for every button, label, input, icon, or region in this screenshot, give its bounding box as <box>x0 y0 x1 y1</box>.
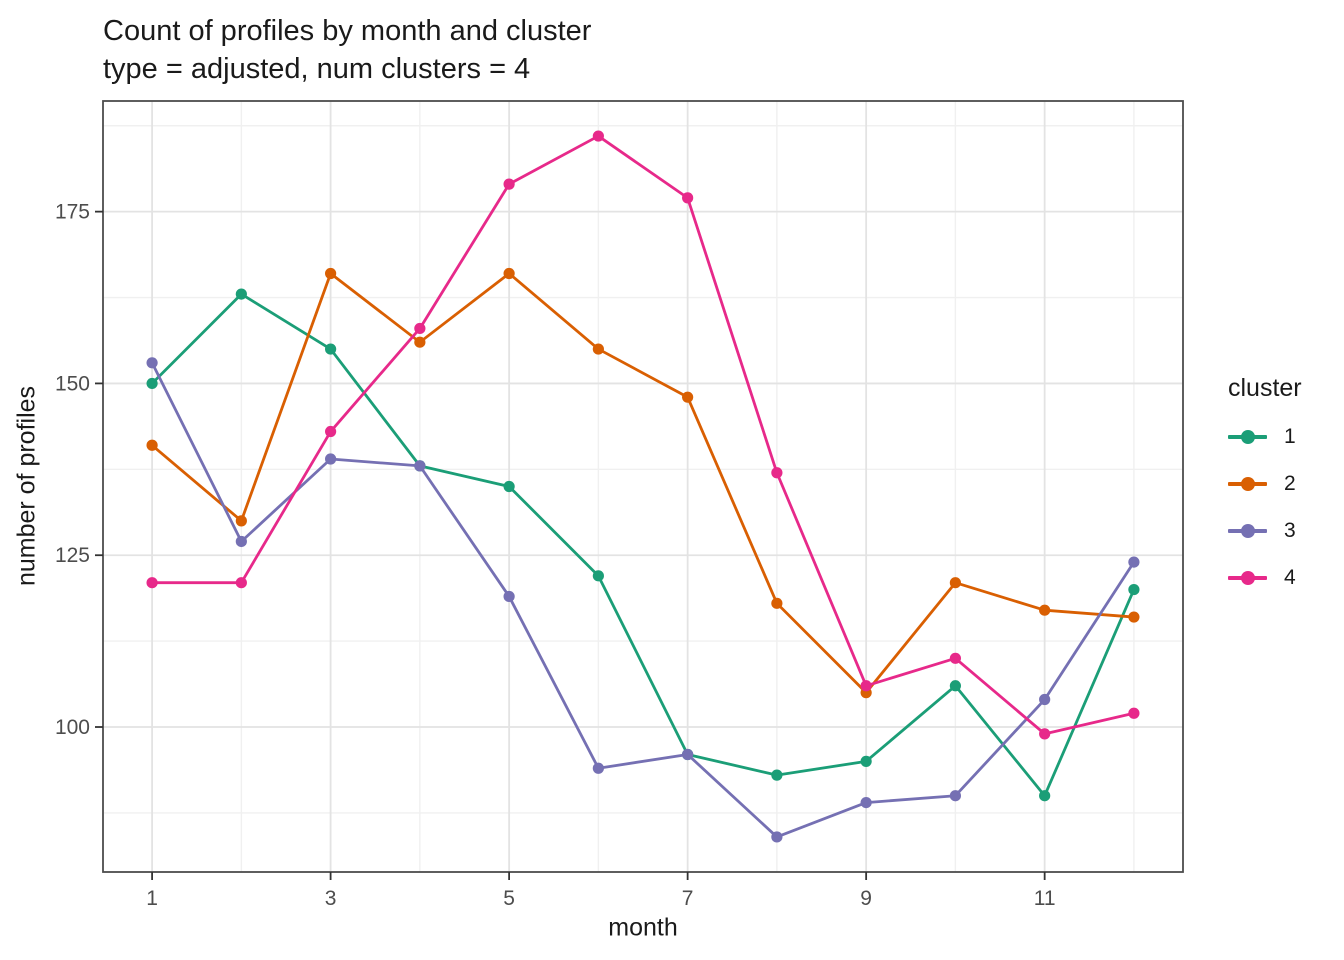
data-point-cluster-3 <box>414 460 426 472</box>
data-point-cluster-4 <box>414 322 426 335</box>
legend-key-dot-icon <box>1240 570 1255 585</box>
chart-title: Count of profiles by month and cluster <box>103 15 592 47</box>
data-point-cluster-3 <box>860 796 872 809</box>
legend-key-icon <box>1228 476 1267 491</box>
y-axis-title: number of profiles <box>12 385 41 587</box>
legend-key-dot-icon <box>1240 429 1255 444</box>
data-point-cluster-3 <box>682 748 694 761</box>
legend-item-cluster-3: 3 <box>1228 507 1302 554</box>
legend-item-label: 1 <box>1284 424 1296 448</box>
data-point-cluster-1 <box>235 288 247 300</box>
data-point-cluster-2 <box>771 597 783 609</box>
x-tick-label: 5 <box>503 887 515 910</box>
data-point-cluster-3 <box>325 453 337 465</box>
legend-item-cluster-1: 1 <box>1228 413 1302 460</box>
data-point-cluster-2 <box>1128 611 1140 623</box>
data-point-cluster-2 <box>325 267 337 280</box>
data-point-cluster-1 <box>860 755 872 767</box>
data-point-cluster-4 <box>503 178 515 190</box>
data-point-cluster-2 <box>414 336 426 348</box>
data-point-cluster-3 <box>503 590 515 603</box>
x-tick-label: 1 <box>146 887 158 910</box>
legend-key-icon <box>1228 570 1267 585</box>
data-point-cluster-1 <box>1039 790 1051 802</box>
data-point-cluster-3 <box>146 357 158 369</box>
series-line-cluster-1 <box>150 292 1136 798</box>
data-point-cluster-1 <box>503 480 515 493</box>
legend-title: cluster <box>1228 374 1302 402</box>
data-point-cluster-3 <box>592 762 604 774</box>
data-point-cluster-3 <box>949 790 961 802</box>
data-point-cluster-2 <box>682 391 694 403</box>
data-point-cluster-4 <box>949 652 961 664</box>
data-point-cluster-1 <box>325 343 337 355</box>
series-line-cluster-4 <box>150 134 1136 736</box>
x-axis-title: month <box>608 913 678 942</box>
legend-items: 1 2 3 4 <box>1228 413 1302 601</box>
x-tick-label: 9 <box>860 887 872 910</box>
chart-subtitle: type = adjusted, num clusters = 4 <box>103 53 531 85</box>
data-point-cluster-1 <box>949 680 961 692</box>
data-point-cluster-4 <box>592 130 604 142</box>
data-point-cluster-3 <box>771 831 783 843</box>
series-line-cluster-2 <box>150 272 1136 695</box>
data-point-cluster-1 <box>1128 583 1140 596</box>
data-point-cluster-4 <box>1128 707 1140 719</box>
data-point-cluster-4 <box>1039 728 1051 740</box>
legend-item-label: 4 <box>1284 565 1296 589</box>
data-point-cluster-2 <box>592 343 604 355</box>
data-point-cluster-1 <box>771 769 783 781</box>
data-point-cluster-2 <box>235 515 247 527</box>
series-line-cluster-3 <box>150 361 1136 839</box>
legend-item-label: 3 <box>1284 518 1296 542</box>
y-tick-label: 125 <box>55 544 90 567</box>
x-tick-label: 7 <box>682 887 694 910</box>
data-point-cluster-4 <box>235 577 247 589</box>
legend-item-cluster-4: 4 <box>1228 554 1302 601</box>
y-tick-label: 150 <box>55 372 90 395</box>
data-point-cluster-2 <box>949 577 961 589</box>
data-point-cluster-3 <box>235 535 247 548</box>
data-point-cluster-2 <box>146 439 158 451</box>
legend-key-dot-icon <box>1240 476 1255 491</box>
data-point-cluster-2 <box>503 267 515 280</box>
x-tick-label: 11 <box>1034 887 1056 910</box>
data-point-cluster-4 <box>146 577 158 589</box>
data-point-cluster-4 <box>325 425 337 438</box>
legend-item-cluster-2: 2 <box>1228 460 1302 507</box>
legend-item-label: 2 <box>1284 471 1296 495</box>
y-tick-label: 100 <box>55 716 90 739</box>
legend: cluster 1 2 3 4 <box>1228 374 1302 601</box>
data-point-cluster-3 <box>1039 693 1051 706</box>
panel-border <box>102 100 1184 873</box>
x-tick-label: 3 <box>325 887 337 910</box>
legend-key-icon <box>1228 523 1267 538</box>
legend-key-icon <box>1228 429 1267 444</box>
data-point-cluster-1 <box>592 570 604 582</box>
y-tick-label: 175 <box>55 201 90 224</box>
data-point-cluster-4 <box>860 680 872 692</box>
data-point-cluster-3 <box>1128 556 1140 568</box>
data-point-cluster-4 <box>771 467 783 479</box>
data-point-cluster-1 <box>146 377 158 390</box>
data-point-cluster-4 <box>682 192 694 204</box>
data-point-cluster-2 <box>1039 604 1051 616</box>
legend-key-dot-icon <box>1240 523 1255 538</box>
